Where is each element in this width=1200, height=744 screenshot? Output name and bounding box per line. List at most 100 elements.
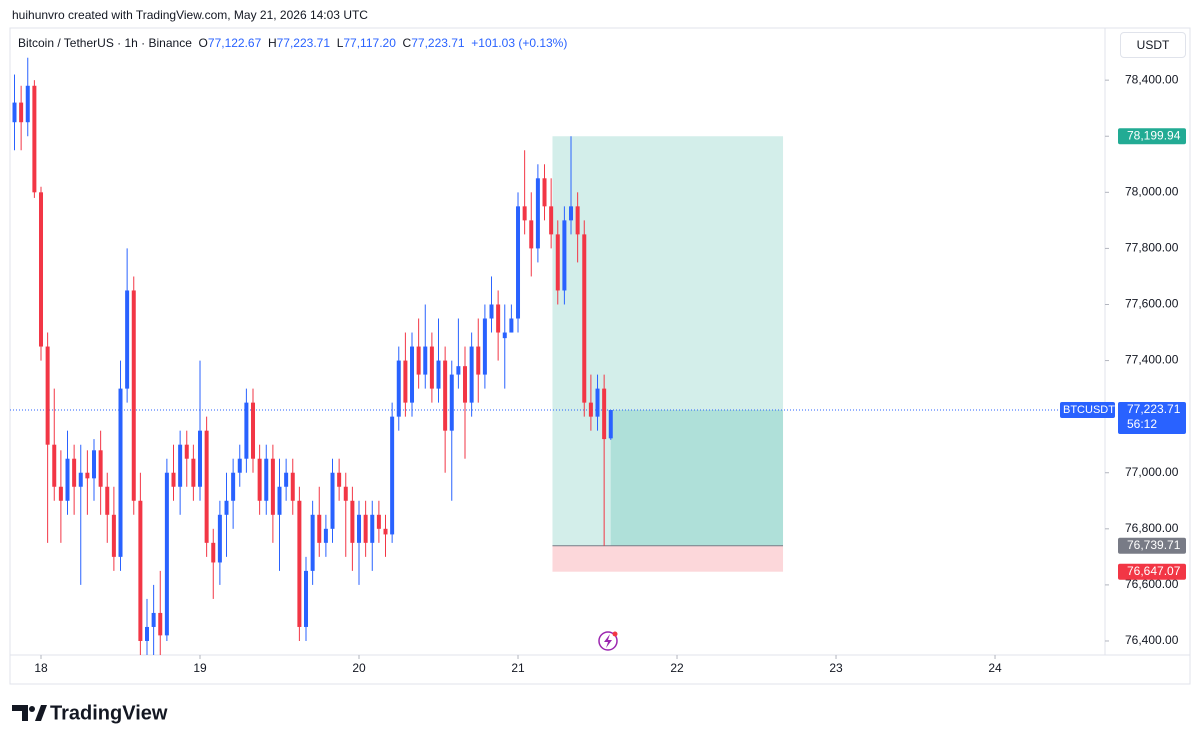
candle-body [304, 570, 309, 627]
candle-body [410, 346, 415, 403]
last-price-label-bg [1118, 402, 1186, 435]
candle-body [350, 500, 355, 543]
y-tick-label: 76,800.00 [1125, 521, 1179, 535]
candle-body [297, 500, 302, 627]
candle-body [443, 360, 448, 431]
y-tick-label: 77,600.00 [1125, 297, 1179, 311]
candle-body [178, 444, 183, 487]
candle-body [171, 472, 176, 487]
entry-price-label-bg [1118, 537, 1186, 554]
change: +101.03 (+0.13%) [471, 36, 568, 50]
candle-body [469, 346, 474, 403]
lightning-icon [598, 631, 618, 651]
candle-body [204, 430, 209, 543]
brand: TradingView [50, 702, 168, 724]
candle-body [337, 472, 342, 487]
candle-body [138, 500, 143, 641]
candle-body [25, 85, 30, 123]
candle-body [575, 206, 580, 235]
candle-body [476, 346, 481, 375]
candle-body [370, 514, 375, 543]
ohlc-c: C77,223.71 [402, 36, 465, 50]
candle-body [158, 612, 163, 636]
candle-body [78, 472, 83, 487]
chart-frame [9, 27, 1191, 685]
candle-body [376, 514, 381, 529]
profit-zone [552, 136, 784, 546]
candle-body [184, 444, 189, 459]
candle-body [58, 486, 63, 501]
candle-body [463, 366, 468, 403]
candle-body [317, 514, 322, 543]
candle-body [509, 318, 514, 333]
credit: huihunvro created with TradingView.com, … [12, 8, 368, 22]
candle-body [436, 360, 441, 389]
candle-body [52, 444, 57, 487]
target-price-label-bg [1118, 128, 1186, 145]
candle-body [403, 360, 408, 403]
symbol-tag-bg [1060, 402, 1115, 419]
candle-body [244, 402, 249, 459]
x-tick-label: 20 [352, 661, 366, 675]
candle-body [562, 220, 567, 291]
candle-body [383, 528, 388, 535]
candle-body [191, 458, 196, 487]
candle-body [151, 612, 156, 627]
y-tick-label: 77,800.00 [1125, 241, 1179, 255]
candle-body [529, 220, 534, 249]
candle-body [555, 234, 560, 291]
candle-body [456, 366, 461, 375]
candle-body [542, 178, 547, 207]
candle-body [105, 486, 110, 515]
candle-body [118, 388, 123, 557]
candle-body [125, 290, 130, 389]
candle-body [131, 290, 136, 501]
tradingview-logo: TradingView [12, 702, 168, 724]
entry-price-label: 76,739.71 [1127, 538, 1181, 552]
currency-button[interactable]: USDT [1120, 32, 1186, 58]
ohlc-h: H77,223.71 [267, 36, 331, 50]
stop-price-label-bg [1118, 563, 1186, 580]
candle-body [72, 458, 77, 487]
candle-body [39, 192, 44, 347]
candle-body [522, 206, 527, 221]
x-tick-label: 24 [988, 661, 1002, 675]
candle-body [224, 500, 229, 515]
candle-body [357, 514, 362, 543]
candle-body [429, 346, 434, 389]
candle-body [270, 458, 275, 515]
candle-body [277, 486, 282, 515]
candle-body [290, 472, 295, 501]
candle-body [145, 626, 150, 641]
y-tick-label: 78,000.00 [1125, 184, 1179, 198]
candle-body [496, 304, 501, 333]
candle-body [416, 346, 421, 375]
candle-body [330, 472, 335, 529]
candle-body [111, 514, 116, 557]
candle-body [164, 472, 169, 636]
candle-body [32, 85, 37, 193]
candle-body [198, 430, 203, 487]
candle-body [284, 472, 289, 487]
candle-body [423, 346, 428, 375]
candle-body [582, 234, 587, 403]
candle-body [98, 450, 103, 487]
candle-body [264, 458, 269, 501]
x-tick-label: 19 [193, 661, 207, 675]
ohlc-o: O77,122.67 [198, 36, 262, 50]
candle-body [396, 360, 401, 417]
candle-body [569, 206, 574, 221]
symbol-info: Bitcoin / TetherUS · 1h · Binance O77,12… [18, 36, 567, 50]
y-tick-label: 76,400.00 [1125, 633, 1179, 647]
symbol: Bitcoin / TetherUS · 1h · Binance [18, 36, 192, 50]
target-price-label: 78,199.94 [1127, 128, 1181, 142]
last-price-label: 77,223.71 [1127, 402, 1181, 416]
candle-body [595, 388, 600, 417]
candle-body [608, 410, 613, 439]
x-tick-label: 22 [670, 661, 684, 675]
candle-body [489, 304, 494, 319]
candle-body [257, 458, 262, 501]
candle-body [588, 402, 593, 417]
symbol-tag: BTCUSDT [1063, 404, 1115, 416]
